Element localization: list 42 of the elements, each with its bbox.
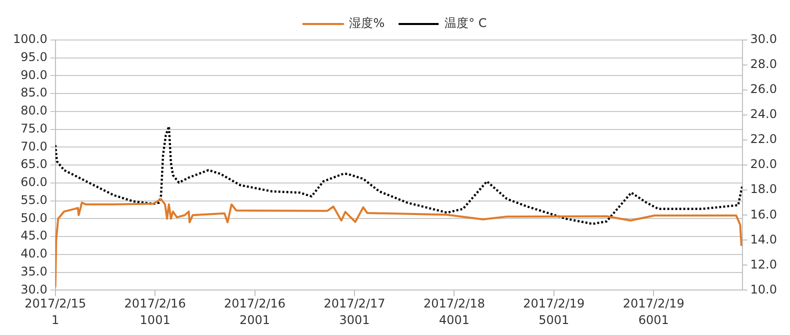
text: 2017/2/17 <box>324 296 386 310</box>
y-tick-label: 70.0 <box>20 139 48 154</box>
text: 2017/2/19 <box>622 296 684 310</box>
y2-tick-label: 16.0 <box>750 207 777 222</box>
y-tick-label: 30.0 <box>20 282 48 296</box>
y2-tick-label: 14.0 <box>750 232 777 246</box>
y-tick-label: 40.0 <box>20 246 48 261</box>
y2-tick-label: 28.0 <box>750 57 777 72</box>
y-tick-label: 45.0 <box>20 228 48 243</box>
y2-tick-label: 18.0 <box>750 182 777 196</box>
y-tick-label: 50.0 <box>20 210 48 225</box>
y-tick-label: 85.0 <box>20 86 48 100</box>
x-tick-label: 2001 <box>240 312 270 327</box>
y2-tick-label: 12.0 <box>750 257 777 272</box>
x-tick-label: 1001 <box>140 312 170 327</box>
y-tick-label: 90.0 <box>20 68 48 82</box>
text: 2017/2/19 <box>523 296 585 310</box>
y-tick-label: 55.0 <box>20 192 48 207</box>
y2-tick-label: 10.0 <box>750 282 777 296</box>
y-tick-label: 60.0 <box>20 175 48 190</box>
y2-tick-label: 24.0 <box>750 107 777 122</box>
y-tick-label: 35.0 <box>20 264 48 278</box>
y-tick-label: 95.0 <box>20 50 48 64</box>
y2-tick-label: 20.0 <box>750 157 777 172</box>
x-tick-label: 4001 <box>438 312 470 327</box>
legend-label: 温度° C <box>444 16 487 30</box>
text: 2017/2/16 <box>124 296 186 310</box>
text: 2017/2/15 <box>24 296 86 310</box>
y-tick-label: 80.0 <box>20 104 48 118</box>
y2-tick-label: 22.0 <box>750 132 777 146</box>
legend-label: 湿度% <box>349 16 385 30</box>
x-tick-label: 5001 <box>538 312 570 327</box>
y-tick-label: 65.0 <box>20 157 48 172</box>
x-tick-label: 6001 <box>638 312 669 327</box>
x-tick-label: 3001 <box>339 312 370 327</box>
x-tick-label: 1 <box>52 312 60 327</box>
text: 2017/2/16 <box>224 296 286 310</box>
text: 2017/2/18 <box>423 296 485 310</box>
y-tick-label: 75.0 <box>20 121 48 136</box>
y2-tick-label: 30.0 <box>750 32 777 46</box>
y2-tick-label: 26.0 <box>750 82 777 96</box>
y-tick-label: 100.0 <box>12 32 48 46</box>
